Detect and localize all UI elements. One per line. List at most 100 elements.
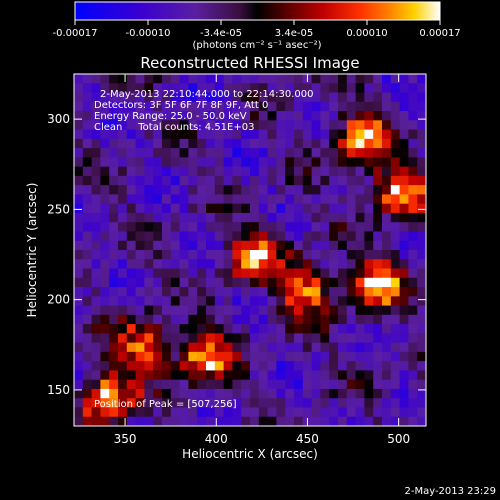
heatmap-cell (74, 370, 84, 381)
heatmap-cell (232, 416, 242, 426)
heatmap-cell (250, 212, 260, 223)
heatmap-cell (364, 157, 374, 168)
heatmap-cell (373, 388, 383, 399)
heatmap-cell (144, 157, 154, 168)
heatmap-cell (320, 138, 330, 149)
heatmap-cell (399, 175, 409, 186)
heatmap-cell (162, 351, 172, 362)
heatmap-cell (250, 324, 260, 334)
heatmap-cell (91, 305, 101, 316)
heatmap-cell (373, 194, 383, 205)
heatmap-cell (311, 83, 321, 94)
colorbar-tick-label: -3.4e-05 (200, 28, 242, 39)
heatmap-cell (408, 324, 418, 334)
heatmap-cell (250, 361, 260, 372)
heatmap-cell (346, 379, 357, 390)
heatmap-cell (276, 194, 286, 205)
heatmap-cell (223, 296, 233, 307)
heatmap-cell (109, 166, 119, 177)
heatmap-cell (126, 222, 137, 233)
heatmap-cell (153, 305, 163, 316)
heatmap-cell (91, 379, 101, 390)
heatmap-cell (276, 379, 286, 390)
heatmap-cell (250, 157, 260, 168)
heatmap-cell (100, 138, 110, 149)
heatmap-cell (355, 259, 365, 270)
heatmap-cell (100, 111, 110, 121)
heatmap-cell (232, 268, 242, 279)
heatmap-cell (302, 250, 313, 260)
heatmap-cell (188, 361, 198, 372)
heatmap-cell (382, 157, 392, 168)
heatmap-cell (285, 268, 295, 279)
heatmap-cell (364, 212, 374, 223)
heatmap-cell (206, 287, 216, 297)
heatmap-cell (179, 92, 189, 103)
heatmap-cell (329, 240, 339, 251)
heatmap-cell (214, 333, 225, 344)
heatmap-cell (355, 166, 365, 177)
heatmap-cell (214, 157, 225, 168)
heatmap-cell (232, 370, 242, 381)
heatmap-cell (355, 157, 365, 168)
heatmap-cell (82, 268, 93, 279)
x-axis-label: Heliocentric X (arcsec) (182, 447, 318, 461)
heatmap-cell (302, 398, 313, 409)
heatmap-cell (109, 314, 119, 325)
heatmap-cell (91, 194, 101, 205)
heatmap-cell (153, 416, 163, 426)
heatmap-cell (267, 222, 277, 233)
heatmap-cell (179, 333, 189, 344)
heatmap-cell (82, 296, 93, 307)
heatmap-cell (302, 333, 313, 344)
heatmap-cell (206, 185, 216, 196)
heatmap-cell (417, 342, 426, 353)
heatmap-cell (364, 203, 374, 214)
heatmap-cell (382, 407, 392, 418)
annotations: 2-May-2013 22:10:44.000 to 22:14:30.000 … (94, 89, 313, 410)
heatmap-cell (285, 314, 295, 325)
heatmap-cell (126, 324, 137, 334)
colorbar-ticks: -0.00017 -0.00010 -3.4e-05 3.4e-05 0.00010 0.… (53, 20, 461, 39)
heatmap-cell (338, 166, 348, 177)
heatmap-cell (214, 388, 225, 399)
heatmap-cell (82, 203, 93, 214)
heatmap-cell (355, 379, 365, 390)
heatmap-cell (329, 324, 339, 334)
heatmap-cell (364, 296, 374, 307)
heatmap-cell (179, 157, 189, 168)
heatmap-cell (267, 259, 277, 270)
heatmap-cell (417, 305, 426, 316)
heatmap-cell (144, 138, 154, 149)
heatmap-cell (126, 120, 137, 131)
heatmap-cell (82, 361, 93, 372)
heatmap-cell (250, 296, 260, 307)
heatmap-cell (232, 120, 242, 131)
heatmap-cell (188, 185, 198, 196)
heatmap-cell (153, 194, 163, 205)
heatmap-cell (338, 342, 348, 353)
heatmap-cell (135, 92, 145, 103)
heatmap-cell (135, 222, 145, 233)
heatmap-cell (258, 351, 269, 362)
heatmap-cell (311, 277, 321, 288)
heatmap-cell (82, 305, 93, 316)
heatmap-cell (197, 416, 207, 426)
heatmap-cell (100, 361, 110, 372)
heatmap-cell (250, 287, 260, 297)
heatmap-cell (408, 74, 418, 84)
colorbar-tick-label: 0.00010 (346, 28, 387, 39)
heatmap-cell (294, 305, 304, 316)
heatmap-cell (267, 361, 277, 372)
x-tick-label: 350 (114, 432, 137, 446)
heatmap-cell (74, 351, 84, 362)
heatmap-cell (170, 314, 181, 325)
heatmap-cell (135, 138, 145, 149)
heatmap-cell (364, 74, 374, 84)
heatmap-cell (241, 379, 251, 390)
heatmap-cell (153, 74, 163, 84)
heatmap-cell (206, 129, 216, 140)
heatmap-cell (170, 259, 181, 270)
heatmap-cell (258, 101, 269, 112)
heatmap-cell (329, 157, 339, 168)
